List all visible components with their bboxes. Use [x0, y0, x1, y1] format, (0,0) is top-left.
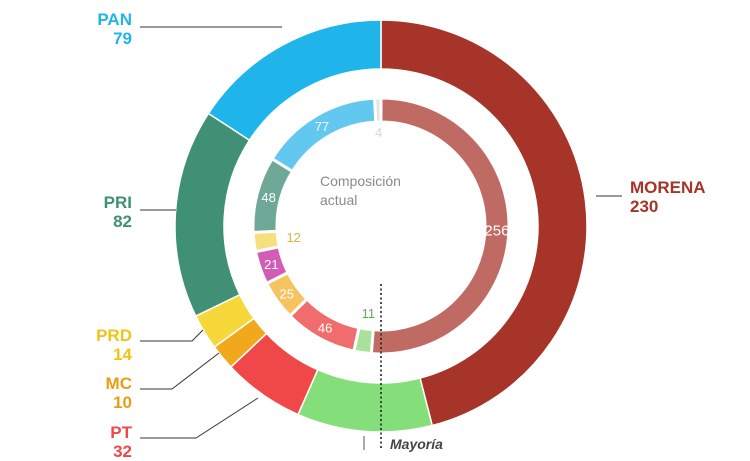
leader-line-prd — [140, 329, 204, 342]
inner-slice-label-5: 12 — [286, 230, 300, 245]
inner-slice-label-8: 4 — [375, 125, 382, 140]
outer-slice-pri — [174, 112, 251, 318]
majority-label: Mayoría — [390, 436, 443, 452]
legend-label-prd: PRD 14 — [96, 326, 132, 364]
legend-label-pan: PAN 79 — [97, 10, 132, 48]
inner-slice-5 — [251, 229, 281, 254]
legend-label-pri: PRI 82 — [103, 193, 132, 231]
inner-slice-label-3: 25 — [279, 287, 293, 302]
legend-label-pt: PT 32 — [110, 423, 132, 461]
inner-slice-label-1: 11 — [362, 306, 376, 321]
inner-slice-label-0: 256 — [484, 222, 509, 239]
outer-slice-unlabeled — [297, 368, 434, 433]
chart-stage: 256 11 46 25 21 12 48 77 4 MORENA 230 PAN 79 PRI… — [96, 10, 706, 461]
inner-slice-label-2: 46 — [318, 321, 332, 336]
inner-slice-7 — [270, 96, 378, 174]
legend-label-mc: MC 10 — [105, 374, 132, 412]
leader-line-pt — [140, 397, 259, 439]
leader-line-mc — [140, 352, 220, 390]
inner-slice-label-6: 48 — [261, 190, 275, 205]
outer-slice-morena — [380, 19, 588, 427]
legend-label-morena: MORENA 230 — [630, 178, 706, 216]
center-label: Composición actual — [320, 173, 401, 208]
outer-slice-pan — [207, 19, 382, 142]
inner-slice-8 — [372, 96, 383, 124]
inner-slice-label-4: 21 — [264, 257, 278, 272]
inner-slice-label-7: 77 — [315, 119, 329, 134]
